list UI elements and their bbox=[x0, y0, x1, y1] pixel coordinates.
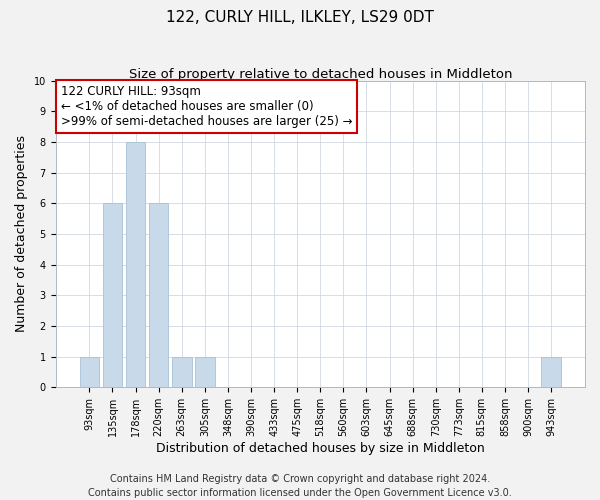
Bar bbox=[126, 142, 145, 388]
Text: 122, CURLY HILL, ILKLEY, LS29 0DT: 122, CURLY HILL, ILKLEY, LS29 0DT bbox=[166, 10, 434, 25]
Bar bbox=[103, 203, 122, 388]
Title: Size of property relative to detached houses in Middleton: Size of property relative to detached ho… bbox=[128, 68, 512, 80]
Text: Contains HM Land Registry data © Crown copyright and database right 2024.
Contai: Contains HM Land Registry data © Crown c… bbox=[88, 474, 512, 498]
Bar bbox=[149, 203, 169, 388]
X-axis label: Distribution of detached houses by size in Middleton: Distribution of detached houses by size … bbox=[156, 442, 485, 455]
Text: 122 CURLY HILL: 93sqm
← <1% of detached houses are smaller (0)
>99% of semi-deta: 122 CURLY HILL: 93sqm ← <1% of detached … bbox=[61, 85, 352, 128]
Bar bbox=[195, 356, 215, 388]
Bar bbox=[541, 356, 561, 388]
Bar bbox=[80, 356, 99, 388]
Bar bbox=[172, 356, 191, 388]
Y-axis label: Number of detached properties: Number of detached properties bbox=[15, 136, 28, 332]
